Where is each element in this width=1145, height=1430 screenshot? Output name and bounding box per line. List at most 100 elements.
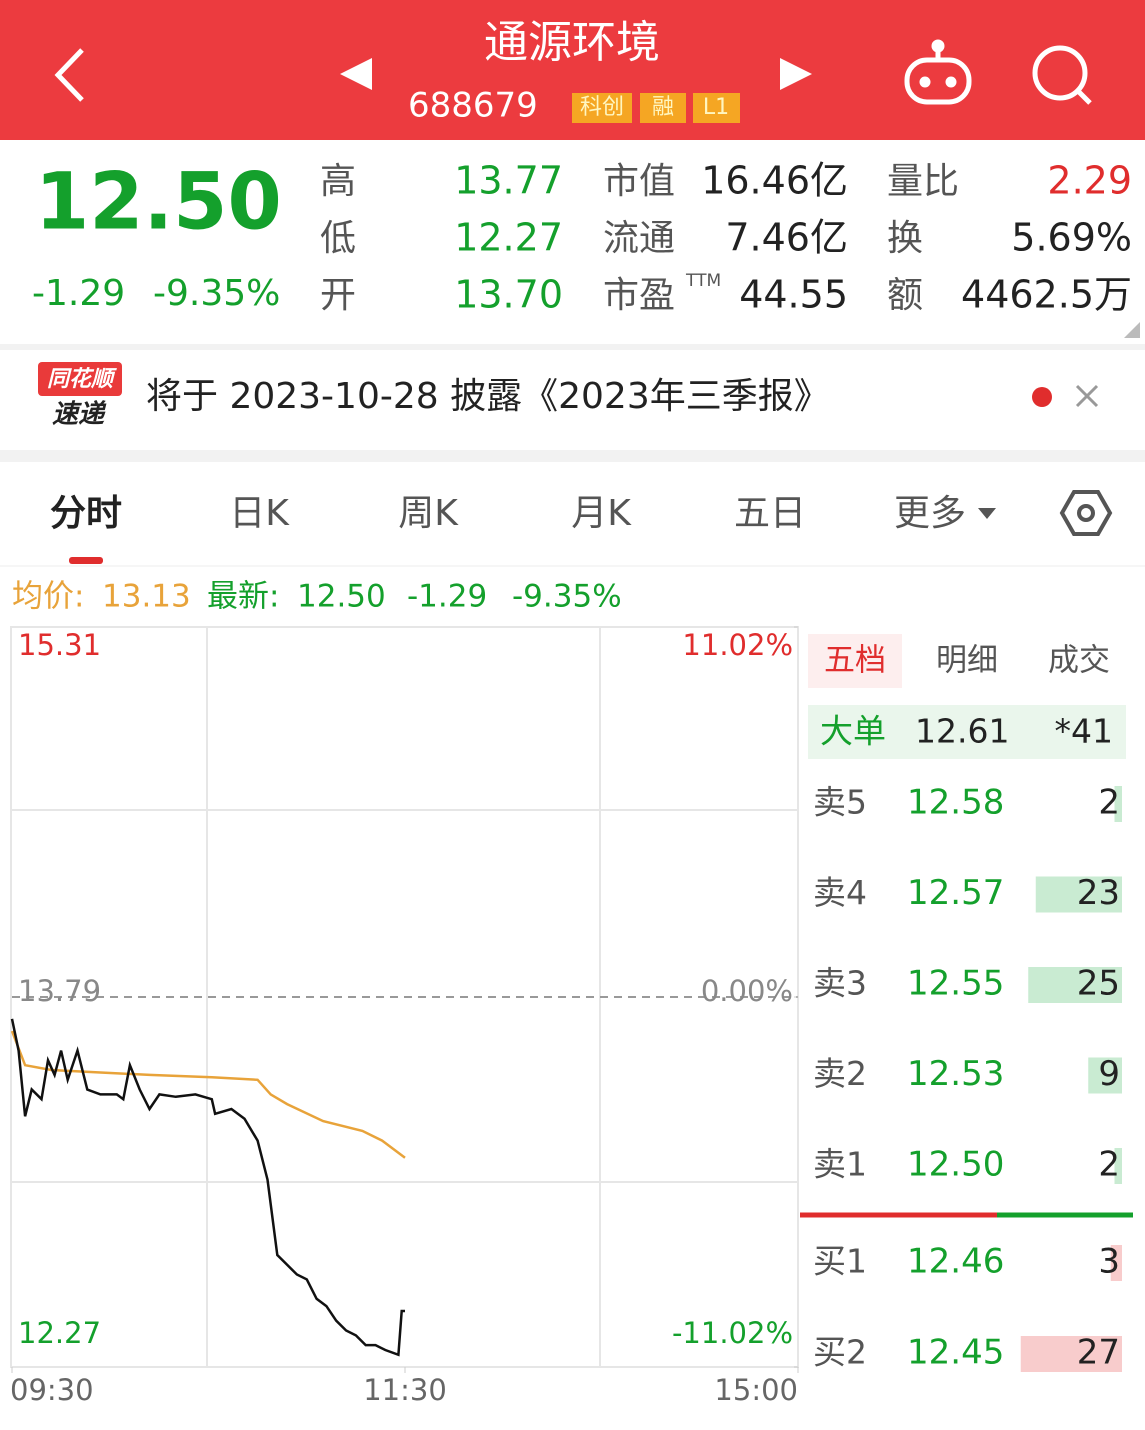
stat-value: 5.69%	[1011, 216, 1132, 260]
stat-value: 2.29	[1047, 159, 1132, 203]
stat-value: 12.27	[454, 216, 563, 260]
level-label: 买1	[813, 1242, 867, 1281]
level-label: 买2	[813, 1333, 867, 1372]
level-vol: 2	[1098, 783, 1120, 823]
last-change-pct: -9.35%	[512, 579, 622, 615]
level-vol: 27	[1077, 1333, 1120, 1373]
settings-icon[interactable]	[1059, 490, 1113, 536]
x-tick-label: 11:30	[363, 1373, 447, 1407]
tab[interactable]: 分时	[50, 493, 122, 534]
price-line	[10, 1030, 406, 1159]
stock-code: 688679	[408, 86, 538, 126]
level-vol: 25	[1077, 964, 1120, 1004]
tag	[693, 93, 740, 123]
tab[interactable]: 更多	[894, 493, 966, 534]
book-tab[interactable]: 明细	[936, 643, 998, 679]
y2-tick-label: 11.02%	[682, 628, 793, 662]
price-line	[10, 1018, 405, 1357]
tag-text: 科创	[580, 95, 624, 120]
stat-label: 换	[887, 218, 923, 259]
separator	[0, 450, 1145, 462]
big-vol: *41	[1055, 712, 1114, 751]
volume-bar	[1020, 1336, 1122, 1372]
tab-indicator	[69, 557, 103, 564]
logo-text: 速递	[52, 400, 107, 430]
stock-name: 通源环境	[484, 17, 660, 68]
x-tick-label: 15:00	[714, 1373, 798, 1407]
stat-sup: TTM	[685, 271, 721, 291]
book-tab[interactable]: 成交	[1048, 643, 1110, 679]
avg-value: 13.13	[102, 579, 191, 615]
volume-bar	[1114, 786, 1122, 822]
tab[interactable]: 五日	[734, 493, 806, 534]
big-price: 12.61	[915, 712, 1009, 751]
level-price: 12.53	[907, 1054, 1004, 1094]
level-price: 12.55	[907, 964, 1004, 1004]
y-tick-label: 13.79	[18, 974, 101, 1008]
y2-tick-label: 0.00%	[701, 974, 793, 1008]
level-label: 卖4	[813, 873, 867, 912]
level-price: 12.58	[907, 783, 1004, 823]
search-icon[interactable]	[1032, 45, 1092, 105]
stat-value: 7.46亿	[725, 216, 848, 260]
volume-bar	[1088, 1057, 1122, 1094]
level-price: 12.45	[907, 1333, 1004, 1373]
corner-mark	[1124, 322, 1140, 338]
robot-icon[interactable]	[904, 39, 972, 105]
stat-label: 低	[320, 218, 356, 259]
stat-label: 高	[320, 161, 356, 202]
last-label: 最新:	[207, 579, 279, 615]
y-tick-label: 15.31	[18, 628, 101, 662]
tab[interactable]: 日K	[229, 493, 290, 534]
volume-bar	[1028, 967, 1122, 1003]
separator	[0, 344, 1145, 350]
tag	[572, 93, 632, 123]
back-button[interactable]	[54, 48, 84, 102]
tag-text: 融	[652, 95, 674, 120]
level-label: 卖5	[813, 783, 867, 822]
big-label: 大单	[820, 712, 886, 751]
level-vol: 9	[1098, 1054, 1120, 1094]
stat-label: 市值	[603, 161, 675, 202]
stat-value: 44.55	[739, 273, 848, 317]
stat-value: 16.46亿	[701, 159, 848, 203]
unread-dot	[1032, 387, 1052, 407]
stat-label: 流通	[603, 218, 675, 259]
book-tab[interactable]: 五档	[824, 643, 886, 679]
tab[interactable]: 周K	[398, 493, 459, 534]
y2-tick-label: -11.02%	[672, 1316, 793, 1350]
level-vol: 23	[1077, 873, 1120, 913]
level-label: 卖3	[813, 964, 867, 1003]
last-value: 12.50	[297, 579, 386, 615]
price: 12.50	[35, 157, 282, 247]
avg-label: 均价:	[12, 579, 84, 615]
stat-label: 额	[887, 275, 923, 316]
level-price: 12.57	[907, 873, 1004, 913]
tag-text: L1	[703, 95, 729, 120]
volume-bar	[1110, 1245, 1122, 1281]
dropdown-arrow	[978, 508, 996, 519]
stat-value: 4462.5万	[961, 273, 1132, 317]
tab[interactable]: 月K	[571, 493, 632, 534]
notice-text[interactable]: 将于 2023-10-28 披露《2023年三季报》	[146, 376, 830, 417]
level-price: 12.50	[907, 1145, 1004, 1185]
level-vol: 2	[1098, 1145, 1120, 1185]
volume-bar	[1114, 1148, 1122, 1184]
stat-label: 量比	[887, 161, 959, 202]
close-button[interactable]	[1075, 384, 1099, 408]
change-pct: -9.35%	[153, 273, 280, 314]
change: -1.29	[32, 273, 125, 314]
next-stock[interactable]	[780, 58, 812, 90]
level-label: 卖1	[813, 1145, 867, 1184]
prev-stock[interactable]	[340, 58, 372, 90]
tag	[640, 93, 686, 123]
volume-bar	[1035, 876, 1122, 913]
stat-value: 13.77	[454, 159, 563, 203]
x-tick-label: 09:30	[10, 1373, 94, 1407]
logo-text: 同花顺	[47, 367, 117, 392]
level-vol: 3	[1098, 1242, 1120, 1282]
level-label: 卖2	[813, 1054, 867, 1093]
